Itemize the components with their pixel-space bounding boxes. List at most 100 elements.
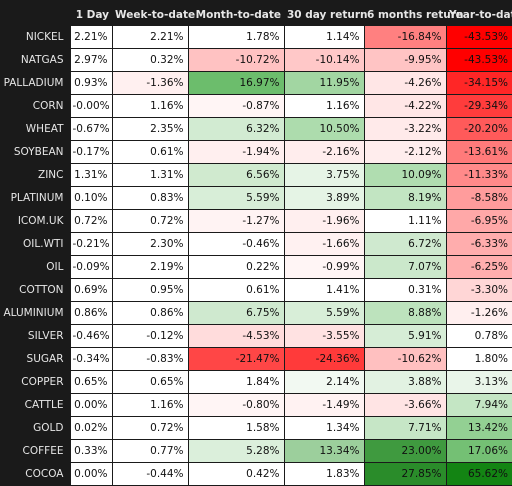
- value-cell: -1.27%: [187, 209, 284, 233]
- row-label: ZINC: [0, 163, 70, 187]
- value-cell: -1.94%: [187, 140, 284, 164]
- table-row: ZINC 1.31% 1.31% 6.56% 3.75% 10.09% -11.33%: [0, 163, 512, 187]
- column-header: Month-to-date: [188, 4, 284, 26]
- value-cell: 2.19%: [111, 255, 188, 279]
- table-row: WHEAT -0.67% 2.35% 6.32% 10.50% -3.22% -20.20%: [0, 117, 512, 141]
- value-cell: 0.83%: [111, 186, 188, 210]
- value-cell: 1.58%: [187, 416, 284, 440]
- row-label: NICKEL: [0, 26, 70, 49]
- value-cell: 0.77%: [111, 439, 188, 463]
- value-cell: -1.49%: [283, 393, 364, 417]
- value-cell: -0.99%: [283, 255, 364, 279]
- value-cell: -0.12%: [111, 324, 188, 348]
- row-label: SOYBEAN: [0, 140, 70, 164]
- value-cell: -1.96%: [283, 209, 364, 233]
- value-cell: -3.55%: [283, 324, 364, 348]
- value-cell: -43.53%: [445, 26, 512, 49]
- value-cell: -9.95%: [363, 48, 446, 72]
- value-cell: -10.62%: [363, 347, 446, 371]
- value-cell: 0.72%: [111, 209, 188, 233]
- row-label: COTTON: [0, 278, 70, 302]
- value-cell: -2.12%: [363, 140, 446, 164]
- value-cell: -2.16%: [283, 140, 364, 164]
- value-cell: -6.95%: [445, 209, 512, 233]
- table-row: NATGAS 2.97% 0.32% -10.72% -10.14% -9.95% -43.…: [0, 48, 512, 72]
- value-cell: 0.00%: [69, 462, 112, 486]
- table-row: SOYBEAN -0.17% 0.61% -1.94% -2.16% -2.12% -13.…: [0, 140, 512, 164]
- column-header: 30 day return: [284, 4, 368, 26]
- value-cell: -0.83%: [111, 347, 188, 371]
- value-cell: -3.22%: [363, 117, 446, 141]
- value-cell: 0.72%: [111, 416, 188, 440]
- value-cell: 5.91%: [363, 324, 446, 348]
- value-cell: 27.85%: [363, 462, 446, 486]
- value-cell: 1.78%: [187, 26, 284, 49]
- row-label: SUGAR: [0, 347, 70, 371]
- value-cell: -0.46%: [69, 324, 112, 348]
- value-cell: -0.80%: [187, 393, 284, 417]
- value-cell: 0.61%: [187, 278, 284, 302]
- value-cell: 5.59%: [187, 186, 284, 210]
- row-label: NATGAS: [0, 48, 70, 72]
- value-cell: 13.34%: [283, 439, 364, 463]
- table-row: SILVER -0.46% -0.12% -4.53% -3.55% 5.91% 0.78%: [0, 324, 512, 348]
- value-cell: 1.31%: [69, 163, 112, 187]
- value-cell: 3.88%: [363, 370, 446, 394]
- returns-table: 1 Day Week-to-date Month-to-date 30 day ret…: [0, 4, 512, 486]
- value-cell: -0.00%: [69, 94, 112, 118]
- value-cell: -0.87%: [187, 94, 284, 118]
- value-cell: -3.66%: [363, 393, 446, 417]
- value-cell: -3.30%: [445, 278, 512, 302]
- value-cell: 1.80%: [445, 347, 512, 371]
- value-cell: 3.13%: [445, 370, 512, 394]
- value-cell: 1.16%: [283, 94, 364, 118]
- value-cell: -1.26%: [445, 301, 512, 325]
- value-cell: 0.72%: [69, 209, 112, 233]
- value-cell: -0.21%: [69, 232, 112, 256]
- table-row: ALUMINIUM 0.86% 0.86% 6.75% 5.59% 8.88% -1.26%: [0, 301, 512, 325]
- value-cell: 1.16%: [111, 393, 188, 417]
- value-cell: 6.75%: [187, 301, 284, 325]
- value-cell: -1.66%: [283, 232, 364, 256]
- row-label: OIL: [0, 255, 70, 279]
- value-cell: 13.42%: [445, 416, 512, 440]
- table-row: ICOM.UK 0.72% 0.72% -1.27% -1.96% 1.11% -6.95%: [0, 209, 512, 233]
- performance-heatmap: 1 Day Week-to-date Month-to-date 30 day ret…: [3, 9, 512, 486]
- value-cell: 7.71%: [363, 416, 446, 440]
- value-cell: -21.47%: [187, 347, 284, 371]
- value-cell: -1.36%: [111, 71, 188, 95]
- value-cell: 1.16%: [111, 94, 188, 118]
- row-label: COPPER: [0, 370, 70, 394]
- table-row: PLATINUM 0.10% 0.83% 5.59% 3.89% 8.19% -8.58%: [0, 186, 512, 210]
- value-cell: 0.31%: [363, 278, 446, 302]
- value-cell: 0.42%: [187, 462, 284, 486]
- value-cell: -20.20%: [445, 117, 512, 141]
- column-header: Year-to-date: [446, 4, 512, 26]
- value-cell: 1.34%: [283, 416, 364, 440]
- value-cell: -4.53%: [187, 324, 284, 348]
- value-cell: 0.10%: [69, 186, 112, 210]
- row-label: CORN: [0, 94, 70, 118]
- value-cell: 7.07%: [363, 255, 446, 279]
- value-cell: 1.31%: [111, 163, 188, 187]
- table-row: NICKEL 2.21% 2.21% 1.78% 1.14% -16.84% -43.53%: [0, 26, 512, 49]
- value-cell: 1.41%: [283, 278, 364, 302]
- row-label: SILVER: [0, 324, 70, 348]
- value-cell: 3.75%: [283, 163, 364, 187]
- value-cell: 0.65%: [69, 370, 112, 394]
- value-cell: 11.95%: [283, 71, 364, 95]
- table-row: PALLADIUM 0.93% -1.36% 16.97% 11.95% -4.26% -3…: [0, 71, 512, 95]
- value-cell: 2.21%: [69, 26, 112, 49]
- table-body: NICKEL 2.21% 2.21% 1.78% 1.14% -16.84% -43.53%…: [0, 26, 512, 486]
- value-cell: -34.15%: [445, 71, 512, 95]
- header-corner: [0, 4, 70, 26]
- value-cell: 6.72%: [363, 232, 446, 256]
- table-row: SUGAR -0.34% -0.83% -21.47% -24.36% -10.62% 1.…: [0, 347, 512, 371]
- value-cell: 0.78%: [445, 324, 512, 348]
- value-cell: 1.83%: [283, 462, 364, 486]
- value-cell: -29.34%: [445, 94, 512, 118]
- value-cell: -4.26%: [363, 71, 446, 95]
- value-cell: 5.28%: [187, 439, 284, 463]
- value-cell: 1.14%: [283, 26, 364, 49]
- row-label: COCOA: [0, 462, 70, 486]
